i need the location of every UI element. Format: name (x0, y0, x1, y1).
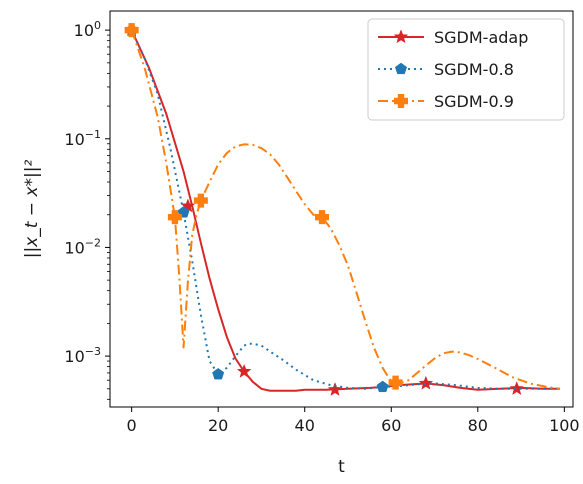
x-axis: 0 20 40 60 80 100 (127, 407, 580, 435)
series-line-sgdm-0-8 (130, 29, 561, 390)
legend-label-sgdm-0-9: SGDM-0.9 (434, 92, 514, 111)
series-marker-sgdm-adap (418, 375, 434, 390)
series-marker-sgdm-adap (180, 198, 196, 213)
legend: SGDM-adap SGDM-0.8 SGDM-0.9 (367, 18, 565, 121)
series-marker-sgdm-adap (236, 363, 252, 378)
x-tick-label: 0 (127, 416, 137, 435)
y-axis: 100 10−1 10−2 10−3 (64, 19, 110, 400)
x-axis-label: t (338, 457, 345, 477)
axes-frame (109, 10, 574, 408)
legend-label-sgdm-adap: SGDM-adap (434, 28, 528, 47)
series-marker-sgdm-0-9 (167, 210, 182, 225)
legend-marker-sgdm-adap (393, 29, 409, 44)
y-axis-label: ||x_t − x*||² (22, 160, 42, 259)
y-tick-label: 10−3 (64, 345, 101, 366)
y-tick-label: 10−1 (64, 128, 101, 149)
series-marker-sgdm-0-9 (388, 375, 403, 390)
series-marker-sgdm-0-9 (124, 23, 139, 38)
series-layer (124, 22, 561, 396)
x-tick-label: 60 (381, 416, 401, 435)
series-marker-sgdm-0-9 (193, 193, 208, 208)
series-marker-sgdm-0-8 (212, 367, 225, 380)
x-tick-label: 80 (468, 416, 488, 435)
series-line-sgdm-adap (130, 29, 561, 392)
legend-marker-sgdm-0-9 (394, 94, 408, 108)
series-marker-sgdm-0-9 (315, 210, 330, 225)
x-tick-label: 100 (549, 416, 580, 435)
legend-box (367, 18, 565, 121)
plot-area (124, 22, 561, 396)
x-tick-label: 20 (208, 416, 228, 435)
series-marker-sgdm-0-8 (376, 380, 389, 393)
x-tick-label: 40 (295, 416, 315, 435)
series-marker-sgdm-adap (509, 381, 525, 396)
series-marker-sgdm-adap (327, 382, 343, 396)
y-tick-label: 10−2 (64, 236, 101, 257)
series-line-sgdm-0-9 (130, 29, 561, 390)
legend-label-sgdm-0-8: SGDM-0.8 (434, 60, 514, 79)
y-tick-label: 100 (74, 19, 101, 40)
legend-marker-sgdm-0-8 (394, 62, 408, 75)
